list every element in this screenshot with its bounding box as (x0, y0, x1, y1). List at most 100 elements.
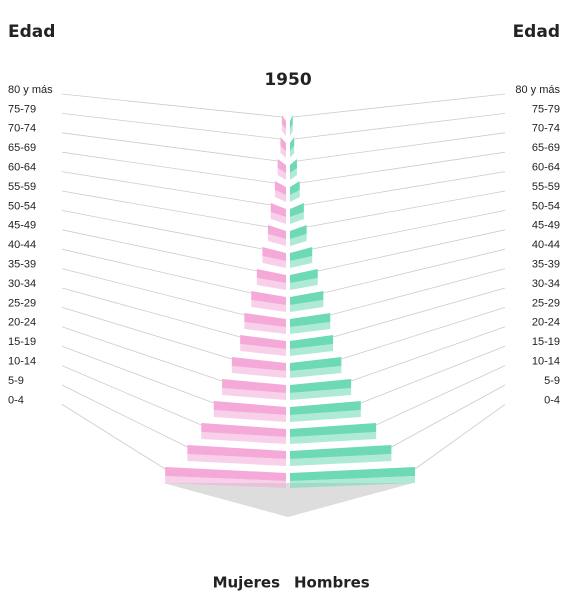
bar-side (251, 300, 286, 312)
y-tick-label: 0-4 (544, 394, 560, 406)
bar-side (213, 410, 286, 422)
bar-side (280, 146, 286, 158)
bar (277, 159, 286, 173)
bar (290, 203, 304, 217)
bar (290, 423, 377, 437)
leader-line (391, 384, 506, 448)
legend-label: Hombres (294, 574, 370, 592)
y-tick-label: 20-24 (532, 317, 560, 329)
bar (213, 401, 286, 415)
legend-label: Mujeres (213, 574, 280, 592)
leader-line (61, 248, 252, 294)
leader-line (61, 287, 241, 338)
bar-side (165, 476, 286, 488)
bar (281, 115, 286, 129)
leader-line (341, 307, 506, 360)
leader-line (360, 345, 506, 404)
y-tick-label: 70-74 (532, 123, 560, 135)
leader-line (61, 229, 257, 272)
bar (290, 313, 331, 327)
bar (262, 247, 286, 261)
bar-side (187, 454, 286, 466)
base-shadow (163, 483, 413, 517)
bar-side (290, 322, 331, 334)
bar (290, 335, 334, 349)
leader-line (330, 268, 506, 316)
bar (274, 181, 286, 195)
bar-side (277, 168, 286, 180)
bar (256, 269, 286, 283)
y-tick-label: 75-79 (532, 103, 560, 115)
y-tick-label: 10-14 (8, 356, 36, 368)
y-tick-label: 50-54 (532, 200, 560, 212)
bar-side (290, 146, 295, 158)
y-tick-label: 30-34 (532, 278, 560, 290)
bar-side (240, 344, 286, 356)
bar (290, 181, 300, 195)
bar (280, 137, 286, 151)
bar-side (270, 212, 286, 224)
leader-line (350, 326, 506, 382)
bar (290, 269, 318, 283)
bar-side (222, 388, 286, 400)
bar (231, 357, 286, 371)
leader-line (312, 210, 506, 250)
y-tick-label: 65-69 (8, 142, 36, 154)
y-tick-label: 40-44 (8, 239, 36, 251)
y-tick-label: 0-4 (8, 394, 24, 406)
leader-line (61, 190, 269, 228)
leader-line (61, 404, 166, 470)
bar (290, 445, 392, 459)
bar-side (290, 168, 297, 180)
bar-side (290, 432, 377, 444)
bar (165, 467, 286, 481)
bar-side (290, 366, 342, 378)
bar-side (262, 256, 286, 268)
bar (290, 291, 324, 305)
y-tick-label: 10-14 (532, 356, 560, 368)
leader-line (303, 171, 506, 206)
leader-line (61, 365, 202, 426)
leader-line (61, 384, 188, 448)
leader-line (61, 345, 214, 404)
y-tick-label: 15-19 (532, 336, 560, 348)
leader-line (292, 93, 506, 118)
bar (290, 357, 342, 371)
bar-side (201, 432, 286, 444)
bar (251, 291, 286, 305)
y-tick-label: 50-54 (8, 200, 36, 212)
leader-line (296, 132, 506, 162)
bar-side (290, 234, 307, 246)
bar (270, 203, 286, 217)
leader-line (299, 151, 506, 184)
leader-line (414, 404, 506, 470)
bar-side (231, 366, 286, 378)
bar-side (267, 234, 286, 246)
bar-side (290, 344, 334, 356)
bar-side (244, 322, 286, 334)
leader-line (61, 210, 263, 250)
leader-line (61, 307, 232, 360)
bar (244, 313, 286, 327)
bar (290, 379, 352, 393)
bar (290, 137, 295, 151)
bar-side (290, 388, 352, 400)
y-tick-label: 5-9 (8, 375, 24, 387)
y-tick-label: 65-69 (532, 142, 560, 154)
bar-side (290, 454, 392, 466)
bar (222, 379, 286, 393)
y-tick-label: 40-44 (532, 239, 560, 251)
leader-line (317, 229, 506, 272)
bar-side (290, 278, 318, 290)
y-tick-label: 25-29 (532, 297, 560, 309)
bar-side (274, 190, 286, 202)
bar (187, 445, 286, 459)
leader-line (375, 365, 506, 426)
y-tick-label: 20-24 (8, 317, 36, 329)
y-tick-label: 55-59 (8, 181, 36, 193)
bar-side (281, 124, 286, 136)
bar-side (290, 190, 300, 202)
y-tick-label: 30-34 (8, 278, 36, 290)
y-tick-label: 45-49 (8, 220, 36, 232)
bar (290, 247, 313, 261)
